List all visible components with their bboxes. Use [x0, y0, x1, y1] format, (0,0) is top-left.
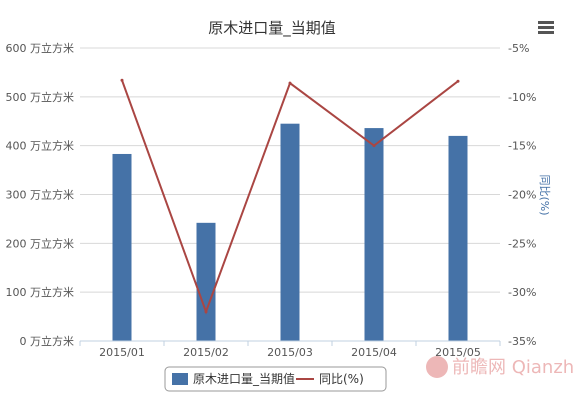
left-tick-label: 300 万立方米 — [6, 188, 75, 202]
watermark-text: 前瞻网 Qianzhan.com — [452, 357, 573, 378]
bar — [364, 128, 384, 341]
line-point — [120, 78, 124, 82]
bar-series — [112, 123, 468, 341]
left-tick-label: 100 万立方米 — [6, 285, 75, 299]
right-tick-label: -25% — [508, 237, 536, 250]
menu-icon[interactable] — [538, 21, 554, 34]
right-tick-label: -20% — [508, 189, 536, 202]
bar — [280, 123, 300, 341]
x-tick-label: 2015/03 — [267, 346, 313, 359]
right-tick-label: -15% — [508, 140, 536, 153]
chart-title: 原木进口量_当期值 — [208, 19, 336, 38]
watermark: 前瞻网 Qianzhan.com — [426, 356, 573, 378]
left-tick-label: 0 万立方米 — [20, 334, 75, 348]
x-tick-label: 2015/01 — [99, 346, 145, 359]
line-point — [204, 310, 208, 314]
bar — [448, 135, 468, 341]
left-tick-label: 600 万立方米 — [6, 41, 75, 55]
right-tick-label: -35% — [508, 335, 536, 348]
line-point — [456, 79, 460, 83]
x-tick-label: 2015/02 — [183, 346, 229, 359]
right-axis-label: 同比(%) — [538, 174, 551, 215]
right-tick-label: -10% — [508, 91, 536, 104]
axes: 0 万立方米 100 万立方米 200 万立方米 300 万立方米 400 万立方米 50… — [6, 41, 537, 359]
x-tick-label: 2015/05 — [435, 346, 481, 359]
left-tick-label: 400 万立方米 — [6, 139, 75, 153]
legend-bar-label[interactable]: 原木进口量_当期值 — [193, 371, 295, 386]
legend: 原木进口量_当期值 同比(%) — [164, 366, 387, 392]
line-point — [288, 81, 292, 85]
legend-bar-swatch — [172, 373, 188, 385]
left-tick-label: 500 万立方米 — [6, 90, 75, 104]
line-series — [120, 78, 460, 315]
right-tick-label: -30% — [508, 286, 536, 299]
bar — [112, 153, 132, 341]
legend-line-label[interactable]: 同比(%) — [319, 372, 364, 386]
bar — [196, 222, 216, 341]
right-tick-label: -5% — [508, 42, 529, 55]
x-tick-label: 2015/04 — [351, 346, 397, 359]
left-tick-label: 200 万立方米 — [6, 236, 75, 250]
line-point — [372, 144, 376, 148]
